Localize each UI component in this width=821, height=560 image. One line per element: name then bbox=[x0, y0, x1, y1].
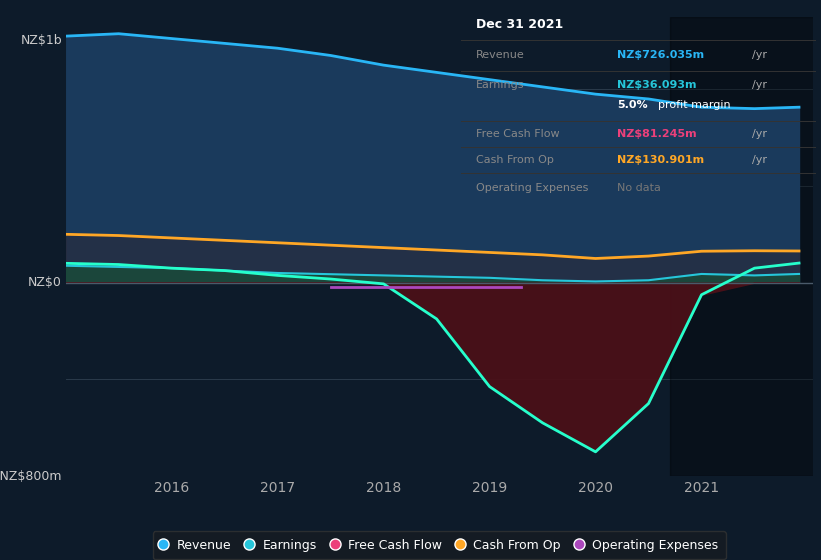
Text: profit margin: profit margin bbox=[658, 100, 731, 110]
Text: -NZ$800m: -NZ$800m bbox=[0, 469, 62, 483]
Text: NZ$726.035m: NZ$726.035m bbox=[617, 50, 704, 60]
Text: /yr: /yr bbox=[752, 80, 768, 90]
Text: Cash From Op: Cash From Op bbox=[475, 155, 553, 165]
Text: Free Cash Flow: Free Cash Flow bbox=[475, 129, 559, 139]
Text: NZ$36.093m: NZ$36.093m bbox=[617, 80, 697, 90]
Text: Earnings: Earnings bbox=[475, 80, 524, 90]
Text: NZ$81.245m: NZ$81.245m bbox=[617, 129, 697, 139]
Text: /yr: /yr bbox=[752, 50, 768, 60]
Text: NZ$130.901m: NZ$130.901m bbox=[617, 155, 704, 165]
Text: /yr: /yr bbox=[752, 129, 768, 139]
Bar bbox=[670, 17, 818, 476]
Text: NZ$0: NZ$0 bbox=[28, 276, 62, 289]
Legend: Revenue, Earnings, Free Cash Flow, Cash From Op, Operating Expenses: Revenue, Earnings, Free Cash Flow, Cash … bbox=[153, 531, 726, 559]
Text: /yr: /yr bbox=[752, 155, 768, 165]
Text: No data: No data bbox=[617, 184, 662, 193]
Text: NZ$1b: NZ$1b bbox=[21, 35, 62, 48]
Text: Operating Expenses: Operating Expenses bbox=[475, 184, 588, 193]
Text: Dec 31 2021: Dec 31 2021 bbox=[475, 18, 563, 31]
Text: Revenue: Revenue bbox=[475, 50, 525, 60]
Text: 5.0%: 5.0% bbox=[617, 100, 648, 110]
